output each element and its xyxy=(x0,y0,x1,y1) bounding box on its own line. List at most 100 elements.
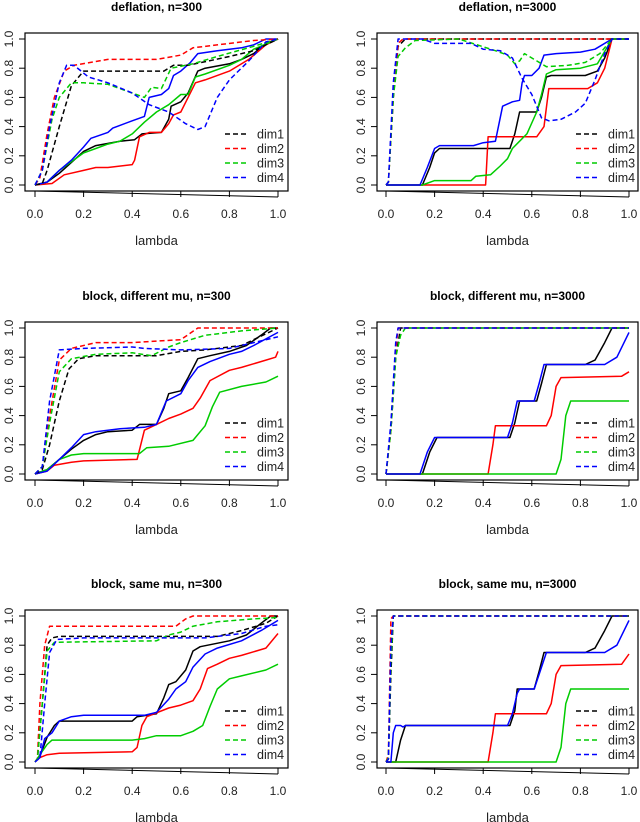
x-tick-label: 0.8 xyxy=(572,207,589,221)
y-tick-label: 1.0 xyxy=(354,30,368,47)
x-tick-label: 0.4 xyxy=(475,207,492,221)
series-line-dim4-dashed xyxy=(34,624,279,763)
series-line-solid-6 xyxy=(34,663,279,763)
series-line-dim2-dashed xyxy=(34,38,279,186)
y-tick-label: 0.6 xyxy=(354,666,368,683)
x-tick-label: 0.0 xyxy=(27,496,44,510)
x-tick-label: 0.2 xyxy=(75,207,92,221)
series-line-solid-6 xyxy=(34,375,279,475)
y-tick-label: 0.4 xyxy=(2,407,16,424)
legend-label-dim2: dim2 xyxy=(608,719,635,733)
y-tick-label: 0.8 xyxy=(354,60,368,77)
series-line-solid-4 xyxy=(34,615,278,763)
x-tick-label: 0.0 xyxy=(378,784,395,798)
series-line-dim4-dashed xyxy=(385,38,629,186)
series-line-solid-4 xyxy=(386,327,629,475)
x-tick-label: 0.6 xyxy=(523,496,540,510)
legend-label-dim1: dim1 xyxy=(257,417,284,431)
series-line-solid-7 xyxy=(386,38,629,186)
chart-panel-6: block, same mu, n=3000 0.0 0.2 0.4 0.6 0.8 1.0… xyxy=(354,577,639,822)
series-line-solid-7 xyxy=(386,620,630,763)
x-tick-label: 1.0 xyxy=(621,784,638,798)
legend-label-dim3: dim3 xyxy=(608,157,635,171)
plot-frame xyxy=(24,321,289,481)
y-tick-label: 0.4 xyxy=(354,118,368,135)
y-tick-label: 0.4 xyxy=(354,695,368,712)
y-tick-label: 0.0 xyxy=(354,753,368,770)
x-tick-label: 0.6 xyxy=(172,207,189,221)
x-axis-label: lambda xyxy=(486,233,529,248)
y-tick-label: 0.2 xyxy=(354,147,368,164)
chart-title: block, different mu, n=300 xyxy=(82,289,231,303)
series-line-dim4-dashed xyxy=(34,336,279,475)
x-axis-line xyxy=(385,767,630,775)
x-axis-line xyxy=(385,190,630,198)
x-tick-label: 0.8 xyxy=(221,207,238,221)
legend-label-dim4: dim4 xyxy=(257,460,284,474)
series-line-solid-5 xyxy=(34,351,279,475)
x-tick-label: 0.4 xyxy=(124,207,141,221)
chart-title: block, same mu, n=300 xyxy=(91,577,222,591)
x-tick-label: 0.2 xyxy=(426,784,443,798)
y-tick-label: 0.6 xyxy=(354,378,368,395)
series-line-dim3-dashed xyxy=(34,327,279,475)
legend-label-dim1: dim1 xyxy=(257,705,284,719)
chart-title: block, same mu, n=3000 xyxy=(439,577,577,591)
y-tick-label: 1.0 xyxy=(2,319,16,336)
series-line-dim2-dashed xyxy=(34,615,278,763)
x-tick-label: 1.0 xyxy=(621,496,638,510)
y-tick-label: 0.0 xyxy=(354,176,368,193)
y-tick-label: 1.0 xyxy=(2,607,16,624)
y-tick-label: 0.2 xyxy=(2,147,16,164)
series-line-dim4-dashed xyxy=(385,615,629,763)
y-tick-label: 0.8 xyxy=(354,637,368,654)
y-tick-label: 0.4 xyxy=(2,118,16,135)
series-line-dim4-dashed xyxy=(34,38,279,186)
x-axis-line xyxy=(34,479,279,487)
x-tick-label: 0.6 xyxy=(172,496,189,510)
x-tick-label: 0.0 xyxy=(378,207,395,221)
legend-label-dim4: dim4 xyxy=(257,748,284,762)
y-tick-label: 0.4 xyxy=(354,407,368,424)
x-tick-label: 0.0 xyxy=(27,207,44,221)
series-line-solid-5 xyxy=(34,633,279,763)
x-tick-label: 0.4 xyxy=(124,496,141,510)
series-line-solid-7 xyxy=(34,619,279,763)
plot-frame xyxy=(24,609,289,769)
plot-frame xyxy=(24,32,289,192)
chart-panel-1: deflation, n=300 0.0 0.2 0.4 0.6 0.8 1.0 0.0 0.2… xyxy=(2,0,289,248)
series-line-solid-7 xyxy=(34,38,278,186)
series-line-solid-7 xyxy=(386,332,630,475)
y-tick-label: 0.2 xyxy=(354,436,368,453)
x-tick-label: 0.0 xyxy=(378,496,395,510)
y-tick-label: 0.2 xyxy=(354,724,368,741)
legend-label-dim2: dim2 xyxy=(257,431,284,445)
y-tick-label: 0.6 xyxy=(2,378,16,395)
y-tick-label: 0.2 xyxy=(2,436,16,453)
series-line-dim3-dashed xyxy=(385,38,629,186)
legend-label-dim3: dim3 xyxy=(257,446,284,460)
y-tick-label: 0.8 xyxy=(2,349,16,366)
legend-label-dim2: dim2 xyxy=(257,142,284,156)
series-line-solid-5 xyxy=(386,653,630,763)
x-axis-label: lambda xyxy=(135,233,178,248)
chart-panel-4: block, different mu, n=3000 0.0 0.2 0.4 0.6 0… xyxy=(354,289,639,537)
series-line-solid-6 xyxy=(34,38,279,186)
series-line-solid-7 xyxy=(34,331,279,475)
legend-label-dim1: dim1 xyxy=(608,417,635,431)
y-tick-label: 0.6 xyxy=(2,89,16,106)
x-tick-label: 0.2 xyxy=(426,496,443,510)
y-tick-label: 0.4 xyxy=(2,695,16,712)
chart-panel-3: block, different mu, n=300 0.0 0.2 0.4 0.6 0.… xyxy=(2,289,289,537)
y-tick-label: 0.0 xyxy=(2,176,16,193)
x-tick-label: 1.0 xyxy=(270,496,287,510)
legend-label-dim2: dim2 xyxy=(257,719,284,733)
y-tick-label: 0.2 xyxy=(2,724,16,741)
x-tick-label: 0.6 xyxy=(523,784,540,798)
